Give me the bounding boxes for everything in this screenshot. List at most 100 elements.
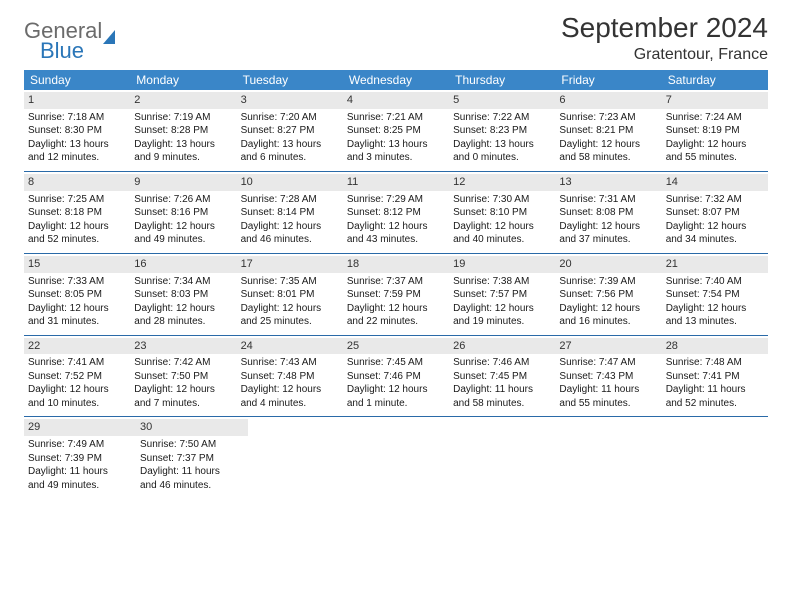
weekday-header: Friday [555,70,661,90]
daylight-line: and 52 minutes. [28,233,126,247]
daylight-line: Daylight: 12 hours [28,302,126,316]
sunset-line: Sunset: 8:01 PM [241,288,339,302]
daylight-line: and 43 minutes. [347,233,445,247]
day-cell: 30Sunrise: 7:50 AMSunset: 7:37 PMDayligh… [136,417,248,498]
daylight-line: and 13 minutes. [666,315,764,329]
daylight-line: Daylight: 12 hours [241,220,339,234]
daylight-line: and 1 minute. [347,397,445,411]
sunrise-line: Sunrise: 7:20 AM [241,111,339,125]
day-number: 29 [24,419,136,436]
day-number: 11 [343,174,449,191]
sunrise-line: Sunrise: 7:46 AM [453,356,551,370]
sunset-line: Sunset: 8:14 PM [241,206,339,220]
day-cell: 2Sunrise: 7:19 AMSunset: 8:28 PMDaylight… [130,90,236,171]
daylight-line: and 22 minutes. [347,315,445,329]
daylight-line: and 40 minutes. [453,233,551,247]
location: Gratentour, France [561,46,768,64]
daylight-line: Daylight: 12 hours [347,302,445,316]
daylight-line: Daylight: 12 hours [134,383,232,397]
day-cell: 10Sunrise: 7:28 AMSunset: 8:14 PMDayligh… [237,172,343,253]
day-number: 25 [343,338,449,355]
sunset-line: Sunset: 7:37 PM [140,452,244,466]
sunrise-line: Sunrise: 7:38 AM [453,275,551,289]
daylight-line: Daylight: 12 hours [347,383,445,397]
sunrise-line: Sunrise: 7:31 AM [559,193,657,207]
sunrise-line: Sunrise: 7:45 AM [347,356,445,370]
day-number: 24 [237,338,343,355]
day-number: 12 [449,174,555,191]
sunset-line: Sunset: 7:50 PM [134,370,232,384]
sunrise-line: Sunrise: 7:35 AM [241,275,339,289]
day-cell: 8Sunrise: 7:25 AMSunset: 8:18 PMDaylight… [24,172,130,253]
weekday-header-row: SundayMondayTuesdayWednesdayThursdayFrid… [24,70,768,90]
sunset-line: Sunset: 7:54 PM [666,288,764,302]
day-number: 18 [343,256,449,273]
sunrise-line: Sunrise: 7:26 AM [134,193,232,207]
daylight-line: Daylight: 13 hours [241,138,339,152]
sunrise-line: Sunrise: 7:21 AM [347,111,445,125]
daylight-line: and 37 minutes. [559,233,657,247]
daylight-line: and 25 minutes. [241,315,339,329]
daylight-line: and 58 minutes. [453,397,551,411]
day-number: 1 [24,92,130,109]
week-row: 15Sunrise: 7:33 AMSunset: 8:05 PMDayligh… [24,254,768,336]
day-number: 28 [662,338,768,355]
daylight-line: Daylight: 12 hours [241,302,339,316]
sunrise-line: Sunrise: 7:18 AM [28,111,126,125]
sunset-line: Sunset: 7:39 PM [28,452,132,466]
sunrise-line: Sunrise: 7:43 AM [241,356,339,370]
daylight-line: and 6 minutes. [241,151,339,165]
daylight-line: and 16 minutes. [559,315,657,329]
day-cell: 9Sunrise: 7:26 AMSunset: 8:16 PMDaylight… [130,172,236,253]
day-number: 3 [237,92,343,109]
day-cell: 26Sunrise: 7:46 AMSunset: 7:45 PMDayligh… [449,336,555,417]
daylight-line: Daylight: 13 hours [347,138,445,152]
weekday-header: Sunday [24,70,130,90]
day-cell: 24Sunrise: 7:43 AMSunset: 7:48 PMDayligh… [237,336,343,417]
daylight-line: Daylight: 11 hours [453,383,551,397]
daylight-line: Daylight: 12 hours [559,302,657,316]
daylight-line: and 19 minutes. [453,315,551,329]
sunset-line: Sunset: 7:48 PM [241,370,339,384]
day-cell: 5Sunrise: 7:22 AMSunset: 8:23 PMDaylight… [449,90,555,171]
day-number: 6 [555,92,661,109]
sunrise-line: Sunrise: 7:47 AM [559,356,657,370]
sunset-line: Sunset: 8:25 PM [347,124,445,138]
sunrise-line: Sunrise: 7:23 AM [559,111,657,125]
week-row: 29Sunrise: 7:49 AMSunset: 7:39 PMDayligh… [24,417,768,498]
day-cell: 16Sunrise: 7:34 AMSunset: 8:03 PMDayligh… [130,254,236,335]
day-cell: 1Sunrise: 7:18 AMSunset: 8:30 PMDaylight… [24,90,130,171]
daylight-line: Daylight: 12 hours [666,138,764,152]
daylight-line: Daylight: 12 hours [666,220,764,234]
title-block: September 2024 Gratentour, France [561,12,768,64]
day-number: 20 [555,256,661,273]
day-number: 21 [662,256,768,273]
daylight-line: and 49 minutes. [134,233,232,247]
sunset-line: Sunset: 8:21 PM [559,124,657,138]
sunset-line: Sunset: 7:43 PM [559,370,657,384]
sunrise-line: Sunrise: 7:37 AM [347,275,445,289]
day-cell: 12Sunrise: 7:30 AMSunset: 8:10 PMDayligh… [449,172,555,253]
sunset-line: Sunset: 7:56 PM [559,288,657,302]
sunrise-line: Sunrise: 7:33 AM [28,275,126,289]
daylight-line: Daylight: 12 hours [134,302,232,316]
sunset-line: Sunset: 8:27 PM [241,124,339,138]
sunset-line: Sunset: 7:45 PM [453,370,551,384]
day-number: 22 [24,338,130,355]
sunrise-line: Sunrise: 7:28 AM [241,193,339,207]
daylight-line: and 3 minutes. [347,151,445,165]
daylight-line: Daylight: 12 hours [28,220,126,234]
daylight-line: and 31 minutes. [28,315,126,329]
sunset-line: Sunset: 8:30 PM [28,124,126,138]
sunset-line: Sunset: 8:16 PM [134,206,232,220]
sunrise-line: Sunrise: 7:25 AM [28,193,126,207]
day-number: 7 [662,92,768,109]
daylight-line: and 55 minutes. [559,397,657,411]
week-row: 1 Sunrise: 7:18 AMSunset: 8:30 PM Daylight… [24,90,768,172]
daylight-line: Daylight: 12 hours [241,383,339,397]
day-number: 26 [449,338,555,355]
day-cell: 23Sunrise: 7:42 AMSunset: 7:50 PMDayligh… [130,336,236,417]
day-cell: 15Sunrise: 7:33 AMSunset: 8:05 PMDayligh… [24,254,130,335]
day-cell: 20Sunrise: 7:39 AMSunset: 7:56 PMDayligh… [555,254,661,335]
sunset-line: Sunset: 7:57 PM [453,288,551,302]
